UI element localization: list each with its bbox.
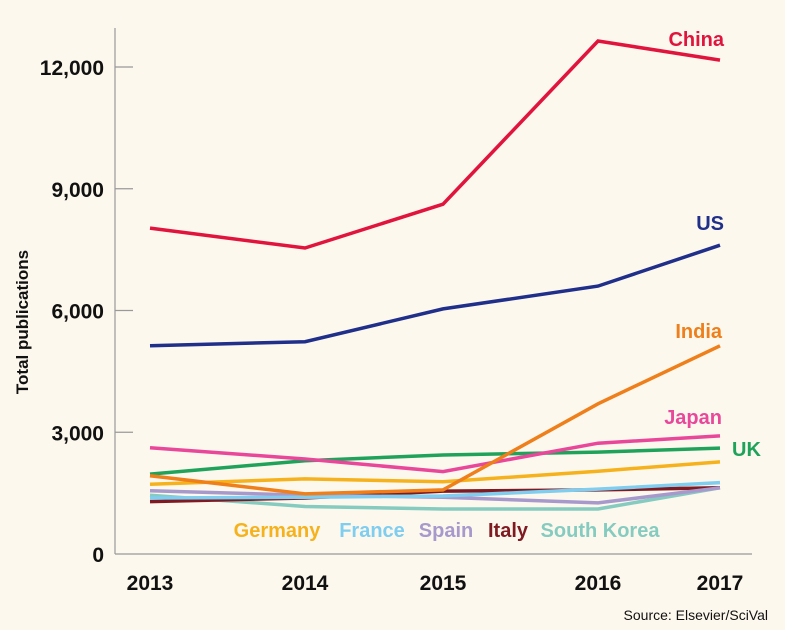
- x-tick-label: 2013: [127, 572, 174, 595]
- series-label-china: China: [668, 29, 724, 51]
- series-lines: [149, 39, 721, 511]
- series-label-india: India: [675, 321, 723, 343]
- series-line-china: [149, 39, 721, 250]
- series-label-south-korea: South Korea: [541, 520, 661, 542]
- y-tick-label: 6,000: [51, 301, 104, 324]
- x-tick-label: 2016: [575, 572, 622, 595]
- series-line-france: [149, 480, 721, 500]
- y-tick-label: 3,000: [51, 422, 104, 445]
- x-tick-label: 2017: [697, 572, 744, 595]
- y-tick-label: 9,000: [51, 179, 104, 202]
- y-axis-label: Total publications: [13, 250, 32, 394]
- x-tick-label: 2014: [282, 572, 329, 595]
- series-label-france: France: [339, 520, 405, 542]
- series-label-japan: Japan: [664, 407, 722, 429]
- series-line-india: [149, 344, 721, 496]
- series-label-germany: Germany: [234, 520, 322, 542]
- y-tick-label: 12,000: [40, 57, 104, 80]
- series-label-italy: Italy: [488, 520, 529, 542]
- x-tick-label: 2015: [420, 572, 467, 595]
- series-line-south-korea: [149, 486, 721, 511]
- y-tick-label: 0: [92, 544, 104, 567]
- series-line-uk: [149, 446, 721, 476]
- source-note: Source: Elsevier/SciVal: [624, 607, 768, 623]
- series-label-uk: UK: [732, 439, 761, 461]
- axes: 0 3,000 6,000 9,000 12,000 2013 2014 2015 2016 20…: [40, 28, 752, 595]
- series-label-spain: Spain: [419, 520, 473, 542]
- series-line-germany: [149, 460, 721, 486]
- series-label-us: US: [696, 213, 724, 235]
- series-line-japan: [149, 434, 721, 474]
- series-labels: China US India Japan UK Germany France Spain Ita…: [234, 29, 762, 542]
- series-line-us: [149, 243, 721, 348]
